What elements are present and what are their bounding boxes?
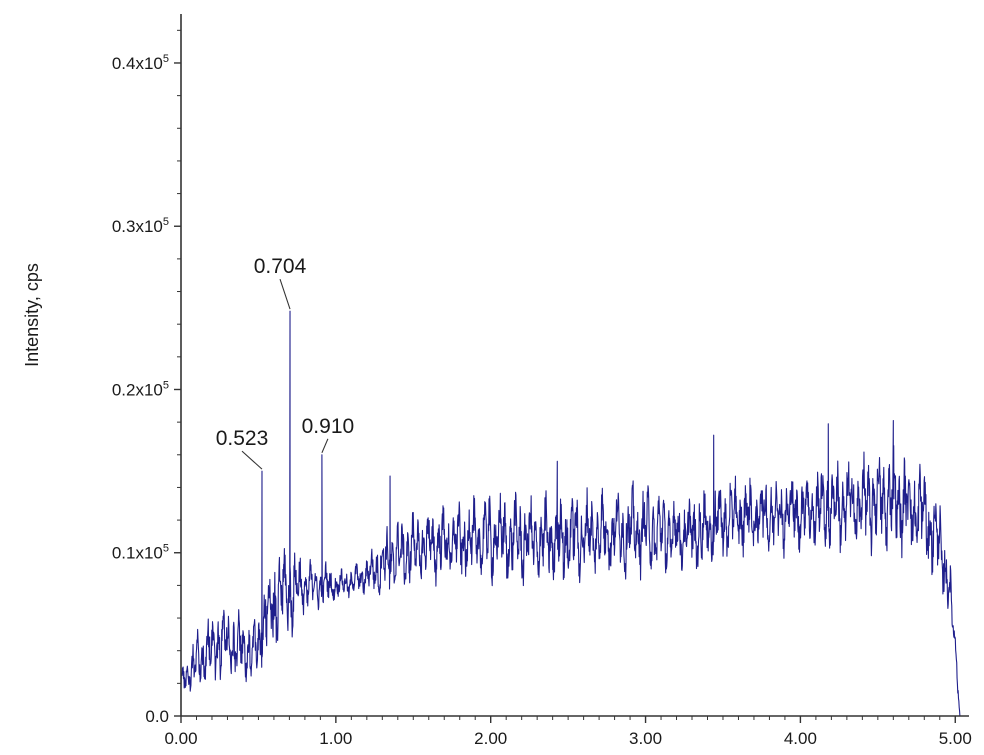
peak-leader-line xyxy=(279,278,291,310)
y-tick-mantissa: 0.2x10 xyxy=(112,380,163,399)
y-tick-exponent: 5 xyxy=(163,53,169,65)
y-tick-exponent: 5 xyxy=(163,216,169,228)
peak-label: 0.523 xyxy=(216,427,269,450)
x-tick-label: 4.00 xyxy=(784,729,817,748)
peak-label: 0.910 xyxy=(302,415,355,438)
x-tick-label: 0.00 xyxy=(164,729,197,748)
chart-axes-group xyxy=(174,14,969,723)
peak-leader-line xyxy=(241,450,263,470)
y-tick-label: 0.4x105 xyxy=(112,53,169,73)
y-tick-mantissa: 0.1x10 xyxy=(112,544,163,563)
y-tick-label: 0.3x105 xyxy=(112,216,169,236)
x-tick-label: 1.00 xyxy=(319,729,352,748)
peak-leader-line xyxy=(321,438,329,454)
y-tick-exponent: 5 xyxy=(163,543,169,555)
y-tick-mantissa: 0.3x10 xyxy=(112,217,163,236)
peak-label: 0.704 xyxy=(254,255,307,278)
x-tick-label: 2.00 xyxy=(474,729,507,748)
x-tick-label: 5.00 xyxy=(939,729,972,748)
y-tick-label: 0.1x105 xyxy=(112,543,169,563)
x-tick-label: 3.00 xyxy=(629,729,662,748)
chart-series-group xyxy=(180,310,961,717)
y-tick-mantissa: 0.4x10 xyxy=(112,54,163,73)
series-line-intensity xyxy=(180,310,961,717)
y-tick-exponent: 5 xyxy=(163,379,169,391)
y-axis-title: Intensity, cps xyxy=(22,263,42,367)
y-tick-label: 0.0 xyxy=(145,707,169,726)
y-tick-label: 0.2x105 xyxy=(112,379,169,399)
